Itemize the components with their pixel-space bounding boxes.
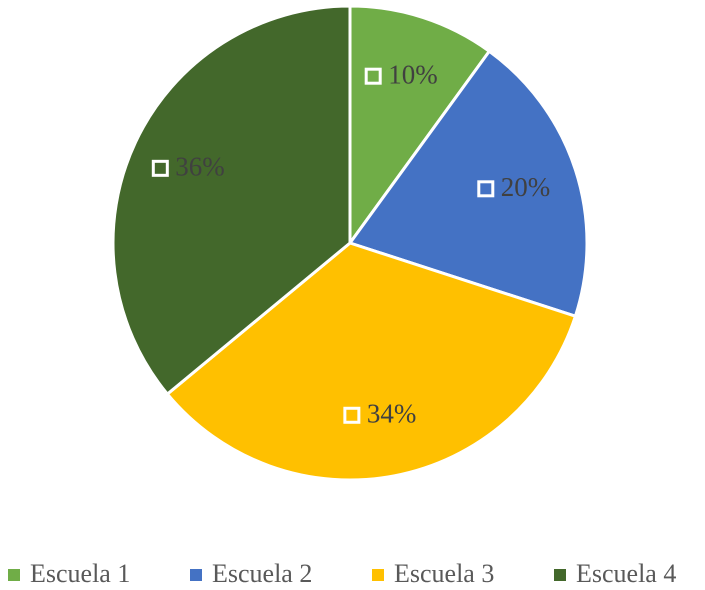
pie-slice <box>347 49 589 319</box>
data-label: 36% <box>175 152 225 182</box>
legend-label: Escuela 2 <box>212 559 312 588</box>
legend-label: Escuela 4 <box>576 559 676 588</box>
data-label: 20% <box>501 172 550 202</box>
label-marker <box>477 180 495 198</box>
pie-slice <box>165 241 578 482</box>
label-marker <box>343 406 361 424</box>
legend-marker <box>8 569 20 581</box>
pie-slice <box>111 4 352 397</box>
legend-marker <box>372 569 384 581</box>
pie-slice <box>348 4 492 248</box>
legend-label: Escuela 3 <box>394 559 494 588</box>
legend-label: Escuela 1 <box>30 559 130 588</box>
legend-marker <box>190 569 202 581</box>
label-marker <box>151 159 169 177</box>
legend-marker <box>554 569 566 581</box>
label-marker <box>364 67 382 85</box>
data-label: 10% <box>388 59 438 89</box>
data-label: 34% <box>367 398 417 428</box>
